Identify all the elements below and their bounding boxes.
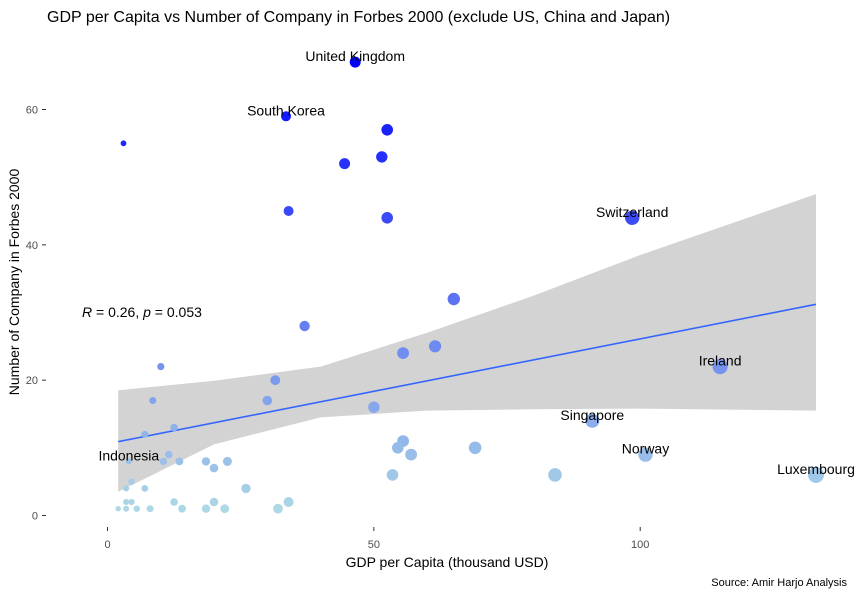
- data-point: [141, 485, 149, 492]
- data-point: [123, 505, 130, 512]
- data-point: [468, 441, 482, 455]
- y-tick-label: 0: [32, 511, 38, 523]
- country-label-layer: United Kingdom South Korea Switzerland Irel…: [98, 48, 854, 477]
- country-label: South Korea: [247, 102, 325, 118]
- data-point: [125, 458, 132, 465]
- data-point: [339, 158, 351, 170]
- country-label: Switzerland: [596, 204, 668, 220]
- data-point: [349, 56, 361, 68]
- data-point: [283, 497, 294, 507]
- data-point: [120, 140, 127, 147]
- point-layer: [115, 56, 824, 514]
- x-tick-label: 50: [368, 539, 380, 551]
- stat-r-value: = 0.26,: [92, 304, 143, 320]
- data-point: [220, 504, 230, 514]
- data-point: [209, 497, 219, 507]
- y-tick-label: 20: [26, 375, 38, 387]
- data-point: [128, 498, 135, 506]
- data-point: [159, 457, 168, 466]
- data-point: [273, 503, 283, 514]
- data-point: [141, 430, 149, 438]
- data-point: [447, 292, 460, 306]
- x-tick-label: 100: [631, 539, 649, 551]
- regression-line-layer: [117, 303, 817, 443]
- data-point: [712, 359, 728, 375]
- data-point: [808, 466, 824, 483]
- stat-r-symbol: R: [82, 304, 92, 320]
- data-point: [209, 463, 219, 473]
- data-point: [381, 124, 394, 136]
- x-axis-label: GDP per Capita (thousand USD): [346, 554, 549, 570]
- data-point: [638, 447, 653, 462]
- stat-p-value: = 0.053: [151, 304, 202, 320]
- country-label: Norway: [622, 441, 669, 457]
- correlation-stat: R = 0.26, p = 0.053: [82, 304, 202, 320]
- data-point: [392, 442, 404, 454]
- y-axis-label: Number of Company in Forbes 2000: [6, 169, 22, 396]
- data-point: [170, 423, 178, 432]
- data-point: [368, 401, 380, 413]
- data-point: [625, 210, 640, 225]
- data-point: [201, 457, 211, 466]
- tick-layer: 0 50 100 0 20 40 60: [26, 105, 650, 552]
- data-point: [165, 450, 173, 459]
- data-point: [429, 340, 442, 353]
- data-point: [281, 111, 291, 122]
- regression-line: [117, 303, 817, 443]
- x-tick-label: 0: [104, 539, 110, 551]
- confidence-band: [118, 194, 816, 492]
- data-point: [386, 469, 399, 481]
- data-point: [201, 504, 211, 513]
- source-caption: Source: Amir Harjo Analysis: [711, 577, 847, 589]
- data-point: [283, 206, 294, 216]
- data-point: [270, 375, 281, 386]
- data-point: [222, 456, 232, 466]
- data-point: [299, 320, 310, 332]
- y-tick-label: 40: [26, 240, 38, 252]
- country-label: Luxembourg: [777, 461, 855, 477]
- data-point: [146, 505, 154, 513]
- data-point: [149, 397, 157, 404]
- y-tick-label: 60: [26, 105, 38, 117]
- country-label: Indonesia: [98, 447, 159, 463]
- data-point: [170, 498, 178, 506]
- data-point: [123, 485, 130, 492]
- data-point: [115, 506, 121, 512]
- data-point: [405, 448, 417, 461]
- data-point: [178, 504, 187, 513]
- data-point: [585, 413, 600, 428]
- data-point: [128, 478, 135, 485]
- data-point: [133, 505, 140, 512]
- data-point: [381, 212, 394, 224]
- data-point: [123, 499, 130, 505]
- data-point: [157, 363, 165, 371]
- country-label: United Kingdom: [305, 48, 405, 64]
- chart-title: GDP per Capita vs Number of Company in F…: [47, 9, 670, 26]
- country-label: Singapore: [560, 407, 624, 423]
- data-point: [262, 395, 273, 406]
- stat-p-symbol: p: [142, 304, 151, 320]
- data-point: [241, 483, 251, 494]
- confidence-band-layer: [118, 194, 816, 492]
- data-point: [397, 347, 409, 359]
- country-label: Ireland: [699, 353, 742, 369]
- data-point: [548, 468, 562, 482]
- data-point: [175, 457, 184, 466]
- data-point: [376, 151, 388, 163]
